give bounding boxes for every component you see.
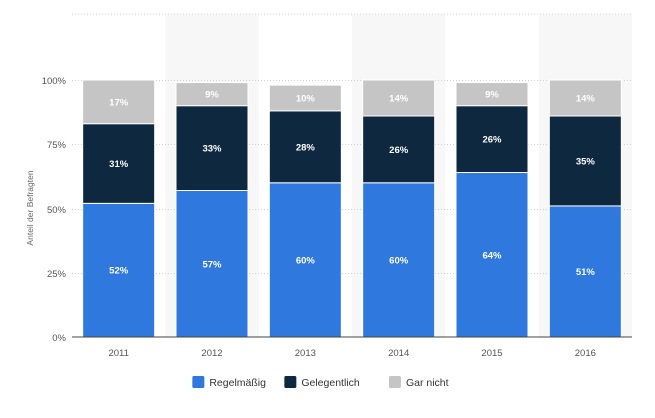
data-label: 9% xyxy=(485,90,499,101)
legend-swatch xyxy=(192,376,205,388)
data-label: 26% xyxy=(482,135,502,146)
bar-segment xyxy=(362,79,436,117)
data-label: 57% xyxy=(202,259,222,270)
y-tick-label: 75% xyxy=(47,140,67,151)
legend-item[interactable]: Gar nicht xyxy=(388,376,449,389)
legend-item[interactable]: Gelegentlich xyxy=(284,376,360,389)
data-label: 14% xyxy=(389,93,409,104)
y-tick-label: 100% xyxy=(42,76,67,87)
bar-segment xyxy=(362,182,436,338)
legend-label: Regelmäßig xyxy=(209,377,266,389)
bar-segment xyxy=(455,172,529,338)
gridlines xyxy=(72,13,632,274)
legend-item[interactable]: Regelmäßig xyxy=(192,376,266,389)
data-label: 60% xyxy=(296,255,316,266)
bar-segment xyxy=(268,182,342,338)
bar-segment xyxy=(548,115,622,207)
data-label: 9% xyxy=(205,90,219,101)
data-label: 17% xyxy=(109,97,129,108)
x-tick-label: 2013 xyxy=(295,348,316,359)
bar-segment xyxy=(82,123,156,204)
data-label: 35% xyxy=(576,156,596,167)
legend[interactable]: Regelmäßig Gelegentlich Gar nicht xyxy=(192,376,449,389)
bar-segment xyxy=(455,82,529,107)
bar-segment xyxy=(268,84,342,112)
y-axis-title: Anteil der Befragten xyxy=(25,170,35,245)
bar-segment xyxy=(82,79,156,125)
data-label: 33% xyxy=(202,144,222,155)
bar-segment xyxy=(82,202,156,338)
data-label: 31% xyxy=(109,159,129,170)
legend-swatch xyxy=(284,376,297,388)
x-tick-label: 2011 xyxy=(108,348,128,359)
x-tick-label: 2012 xyxy=(201,348,222,359)
data-label: 52% xyxy=(109,266,129,277)
x-tick-label: 2016 xyxy=(575,348,596,359)
legend-swatch xyxy=(388,376,401,388)
legend-label: Gar nicht xyxy=(406,377,449,389)
data-label: 64% xyxy=(482,250,502,261)
legend-label: Gelegentlich xyxy=(301,377,360,389)
x-tick-label: 2015 xyxy=(481,348,502,359)
bar-segment xyxy=(362,115,436,184)
y-tick-label: 0% xyxy=(52,333,66,344)
y-tick-label: 50% xyxy=(47,205,67,216)
y-tick-label: 25% xyxy=(47,269,67,280)
bars xyxy=(82,79,622,338)
bar-segment xyxy=(548,79,622,117)
data-label: 60% xyxy=(389,255,409,266)
x-axis-tick-labels: 2011 2012 2013 2014 2015 2016 xyxy=(108,348,595,359)
data-label: 26% xyxy=(389,145,409,156)
data-label: 10% xyxy=(296,93,316,104)
bar-segment xyxy=(175,82,249,107)
bar-segment xyxy=(548,205,622,338)
data-labels: 52% 31% 17% 57% 33% 9% 60% 28% 10% 60% 26% 14% 64% 26… xyxy=(109,90,595,278)
bar-segment xyxy=(268,110,342,184)
data-label: 28% xyxy=(296,142,316,153)
y-axis-tick-labels: 0% 25% 50% 75% 100% xyxy=(42,76,67,344)
bar-segment xyxy=(175,190,249,338)
x-tick-label: 2014 xyxy=(388,348,409,359)
data-label: 51% xyxy=(576,267,596,278)
data-label: 14% xyxy=(576,93,596,104)
